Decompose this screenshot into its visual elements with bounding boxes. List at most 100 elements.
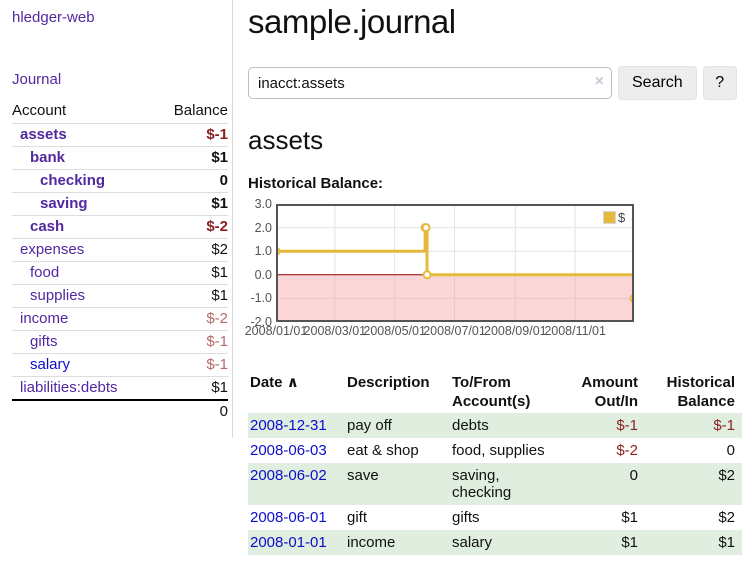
account-link-bank[interactable]: bank: [30, 149, 66, 166]
transaction-date-link[interactable]: 2008-06-02: [250, 467, 327, 484]
account-balance: $1: [154, 376, 228, 400]
transaction-accounts: gifts: [452, 509, 480, 526]
account-link-income[interactable]: income: [20, 310, 69, 327]
account-link-expenses[interactable]: expenses: [20, 241, 85, 258]
account-title: assets: [248, 125, 324, 155]
chart-plot-area: [276, 204, 634, 322]
clear-search-icon[interactable]: ×: [594, 73, 604, 90]
sidebar-item-journal[interactable]: Journal: [12, 71, 62, 88]
account-link-cash[interactable]: cash: [30, 218, 65, 235]
accounts-table: Account Balance assets $-1 bank $1 checking 0…: [12, 99, 228, 423]
transaction-amount: $1: [621, 509, 638, 526]
account-row: supplies $1: [12, 284, 228, 308]
account-row: income $-2: [12, 307, 228, 331]
account-balance: $1: [154, 192, 228, 216]
x-axis-tick-label: 2008/07/01: [423, 324, 486, 338]
register-header-amount: Amount Out/In: [581, 374, 638, 410]
transaction-description: save: [345, 463, 450, 505]
transaction-description: eat & shop: [347, 442, 419, 459]
register-row: 2008-01-01 income salary $1 $1: [248, 530, 742, 555]
search-input[interactable]: [248, 67, 612, 99]
transaction-date-link[interactable]: 2008-01-01: [250, 534, 327, 551]
account-balance: $1: [154, 284, 228, 308]
transaction-balance: $-1: [645, 413, 742, 438]
account-row: bank $1: [12, 146, 228, 170]
account-balance: $-1: [154, 330, 228, 354]
register-row: 2008-06-03 eat & shop food, supplies $-2 0: [248, 438, 742, 463]
account-balance: $-2: [154, 215, 228, 239]
transaction-accounts: saving, checking: [450, 463, 560, 505]
register-header-description: Description: [347, 374, 430, 391]
y-axis-tick-label: 3.0: [254, 197, 272, 211]
register-table: Date ∧ Description To/From Account(s) Am…: [248, 371, 742, 555]
accounts-header-balance: Balance: [173, 102, 228, 119]
sort-ascending-icon: ∧: [286, 374, 299, 391]
historical-balance-chart: $ 3.0 2.0 1.0 0.0 -1.0 -2.0 2008/01/01 2008/03/…: [244, 197, 742, 344]
chart-legend: $: [602, 210, 627, 225]
page-title: sample.journal: [248, 3, 456, 40]
accounts-tbody: assets $-1 bank $1 checking 0 saving $1 cash $-2 e…: [12, 123, 228, 400]
transaction-description: pay off: [345, 413, 450, 438]
register-header-accounts: To/From Account(s): [452, 374, 531, 410]
chart-title: Historical Balance:: [248, 175, 384, 192]
transaction-balance: 0: [726, 442, 735, 459]
x-axis-tick-label: 2008/11/01: [544, 324, 606, 338]
transaction-date-link[interactable]: 2008-06-03: [250, 442, 327, 459]
accounts-total-spacer: [12, 399, 155, 423]
account-link-gifts[interactable]: gifts: [30, 333, 58, 350]
search-button[interactable]: Search: [618, 66, 697, 100]
account-link-salary[interactable]: salary: [30, 356, 71, 373]
y-axis-tick-label: -2.0: [250, 315, 272, 329]
transaction-balance: $1: [645, 530, 742, 555]
transaction-amount: $1: [560, 530, 645, 555]
accounts-header-account: Account: [12, 102, 67, 119]
account-link-checking[interactable]: checking: [40, 172, 106, 189]
transaction-date-link[interactable]: 2008-06-01: [250, 509, 327, 526]
legend-swatch-icon: [603, 211, 616, 224]
x-axis-tick-label: 2008/01/01: [244, 324, 308, 338]
transaction-accounts: debts: [450, 413, 560, 438]
register-header-balance: Historical Balance: [666, 374, 735, 410]
register-row: 2008-12-31 pay off debts $-1 $-1: [248, 413, 742, 438]
app-title-link[interactable]: hledger-web: [12, 9, 95, 26]
account-link-supplies[interactable]: supplies: [30, 287, 86, 304]
register-header-date[interactable]: Date ∧: [250, 374, 299, 391]
transaction-description: gift: [347, 509, 368, 526]
register-row: 2008-06-02 save saving, checking 0 $2: [248, 463, 742, 505]
accounts-total-row: 0: [12, 399, 228, 423]
transaction-accounts: salary: [450, 530, 560, 555]
register-tbody: 2008-12-31 pay off debts $-1 $-1 2008-06-03 ea…: [248, 413, 742, 555]
account-link-saving[interactable]: saving: [40, 195, 88, 212]
account-balance: 0: [154, 169, 228, 193]
y-axis-tick-label: 0.0: [254, 267, 272, 282]
x-axis-tick-label: 2008/05/01: [363, 324, 426, 338]
y-axis-tick-label: 1.0: [254, 244, 272, 259]
transaction-amount: $-1: [560, 413, 645, 438]
main-content: sample.journal × Search ? assets Histori…: [244, 0, 742, 555]
help-button[interactable]: ?: [702, 66, 737, 100]
transaction-description: income: [345, 530, 450, 555]
sidebar: hledger-web Journal Account Balance asse…: [0, 0, 233, 438]
transaction-balance: $2: [718, 509, 735, 526]
transaction-amount: $-2: [616, 442, 638, 459]
accounts-total-value: 0: [154, 399, 228, 423]
account-balance: $1: [154, 146, 228, 170]
y-axis-tick-label: 2.0: [254, 220, 272, 235]
register-row: 2008-06-01 gift gifts $1 $2: [248, 505, 742, 530]
account-link-food[interactable]: food: [30, 264, 60, 281]
y-axis-tick-label: -1.0: [250, 291, 272, 306]
transaction-amount: 0: [560, 463, 645, 505]
search-bar: × Search ?: [248, 66, 742, 100]
account-link-assets[interactable]: assets: [20, 126, 67, 143]
account-balance: $2: [154, 238, 228, 262]
account-balance: $-2: [154, 307, 228, 331]
account-balance: $-1: [154, 353, 228, 377]
account-balance: $1: [154, 261, 228, 285]
account-row: cash $-2: [12, 215, 228, 239]
legend-label: $: [618, 210, 626, 225]
transaction-date-link[interactable]: 2008-12-31: [250, 417, 327, 434]
account-row: liabilities:debts $1: [12, 376, 228, 400]
transaction-accounts: food, supplies: [452, 442, 545, 459]
account-link-liabilities-debts[interactable]: liabilities:debts: [20, 379, 118, 396]
account-row: checking 0: [12, 169, 228, 193]
